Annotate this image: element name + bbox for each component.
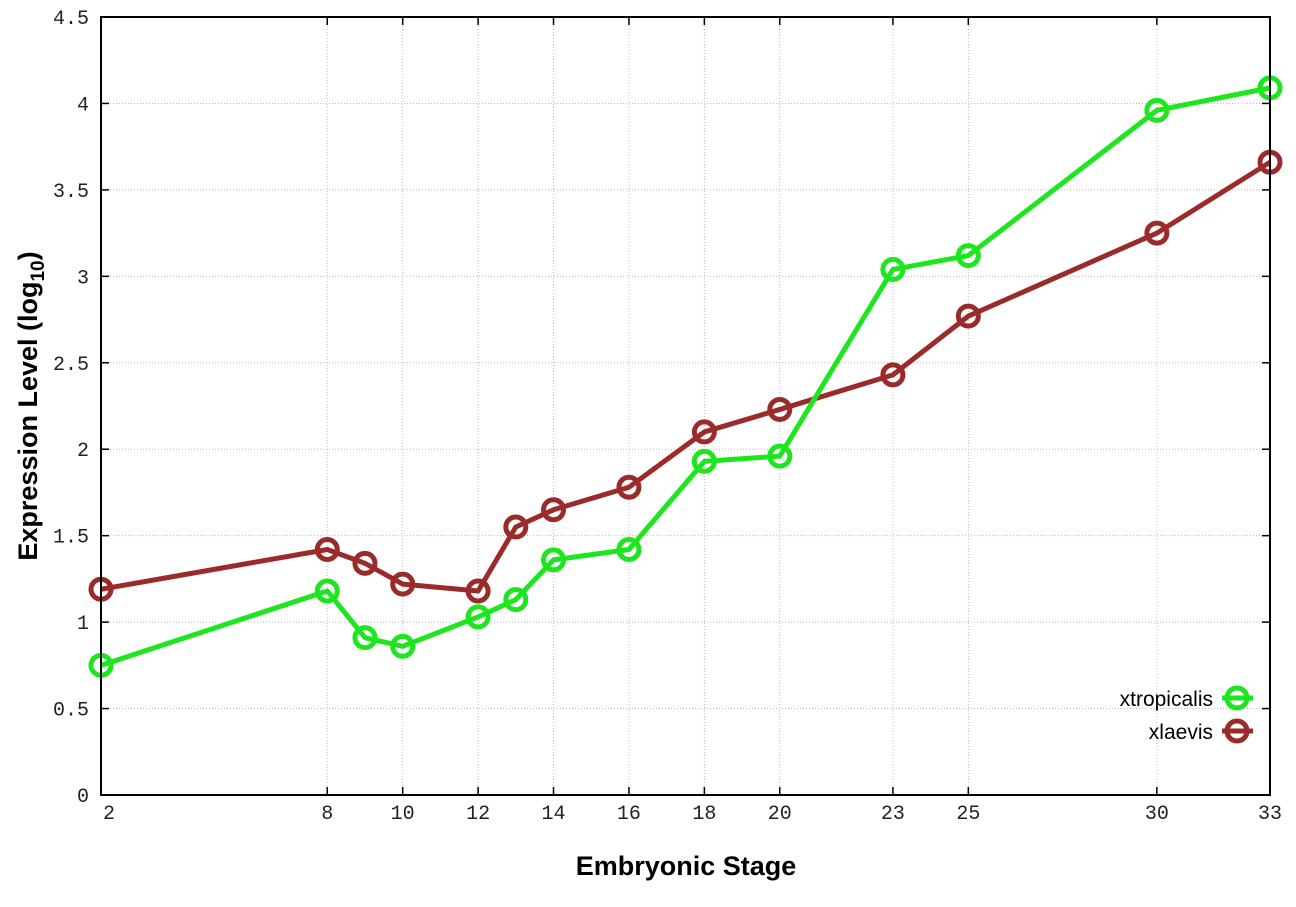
data-point-xtropicalis [503,587,529,613]
legend-label-xlaevis: xlaevis [1149,721,1213,744]
data-point-xlaevis [465,578,491,604]
data-point-xtropicalis [541,547,567,573]
y-axis-label: Expression Level (log10) [13,251,49,560]
data-point-xlaevis [314,536,340,562]
y-tick-label: 3.5 [53,181,89,204]
y-tick-label: 1 [77,613,89,636]
y-tick-label: 4.5 [53,8,89,31]
data-point-xtropicalis [955,243,981,269]
data-point-xlaevis [616,474,642,500]
data-point-xtropicalis [767,443,793,469]
x-tick-label: 2 [103,803,115,826]
y-tick-label: 2 [77,440,89,463]
legend: xtropicalis xlaevis [1120,685,1253,744]
y-tick-label: 4 [77,94,89,117]
x-tick-label: 23 [881,803,905,826]
x-tick-label: 25 [956,803,980,826]
data-point-xtropicalis [691,448,717,474]
grid [101,17,1270,795]
data-point-xtropicalis [616,536,642,562]
legend-marker-xtropicalis [1224,685,1250,711]
data-point-xlaevis [352,550,378,576]
data-point-xtropicalis [880,256,906,282]
legend-marker-xlaevis [1224,718,1250,744]
x-tick-label: 10 [391,803,415,826]
series-line-xtropicalis [100,85,1271,668]
x-tick-label: 12 [466,803,490,826]
x-tick-label: 8 [321,803,333,826]
data-point-xlaevis [503,514,529,540]
data-point-xlaevis [390,571,416,597]
data-point-xtropicalis [352,625,378,651]
y-tick-label: 0 [77,786,89,809]
data-point-xlaevis [1144,220,1170,246]
series-lines [88,75,1283,678]
y-tick-label: 1.5 [53,527,89,550]
axis-ticks: 0 0.5 1 1.5 2 2.5 3 3.5 4 4.5 2 8 10 12 14 16 18 20 23 25 30… [53,8,1282,826]
data-point-xtropicalis [390,633,416,659]
x-tick-label: 20 [768,803,792,826]
data-point-xlaevis [691,419,717,445]
data-point-xtropicalis [314,578,340,604]
y-tick-label: 0.5 [53,700,89,723]
data-point-xlaevis [541,497,567,523]
x-tick-label: 30 [1145,803,1169,826]
legend-label-xtropicalis: xtropicalis [1120,688,1213,711]
plot-frame [100,16,1271,796]
data-point-xlaevis [955,303,981,329]
data-point-xtropicalis [465,604,491,630]
x-tick-label: 18 [692,803,716,826]
x-tick-label: 14 [542,803,566,826]
x-tick-label: 33 [1258,803,1282,826]
y-tick-label: 3 [77,267,89,290]
x-axis-label: Embryonic Stage [576,851,797,881]
x-tick-label: 16 [617,803,641,826]
data-point-xlaevis [880,362,906,388]
series-line-xlaevis [100,160,1272,594]
y-tick-label: 2.5 [53,354,89,377]
data-point-xlaevis [767,396,793,422]
data-point-xtropicalis [1144,97,1170,123]
